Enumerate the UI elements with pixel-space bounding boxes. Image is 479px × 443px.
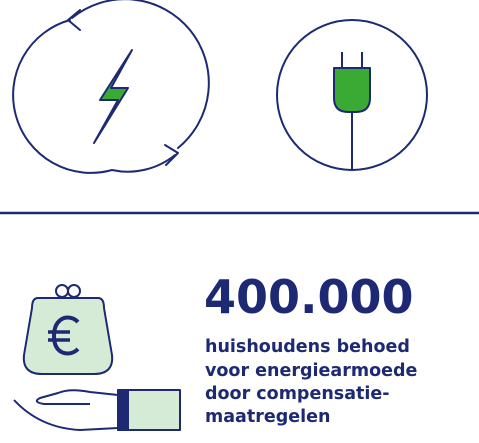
- description-line: maatregelen: [205, 407, 330, 427]
- purse-icon: [22, 284, 114, 375]
- description-line: door compensatie-: [205, 384, 390, 404]
- hand-icon: [13, 389, 181, 431]
- renewal-icon: [12, 0, 210, 174]
- plug-icon: [276, 19, 428, 171]
- description-line: voor energiearmoede: [205, 361, 417, 381]
- headline: 400.000: [204, 270, 414, 324]
- description-line: huishoudens behoed: [205, 337, 410, 357]
